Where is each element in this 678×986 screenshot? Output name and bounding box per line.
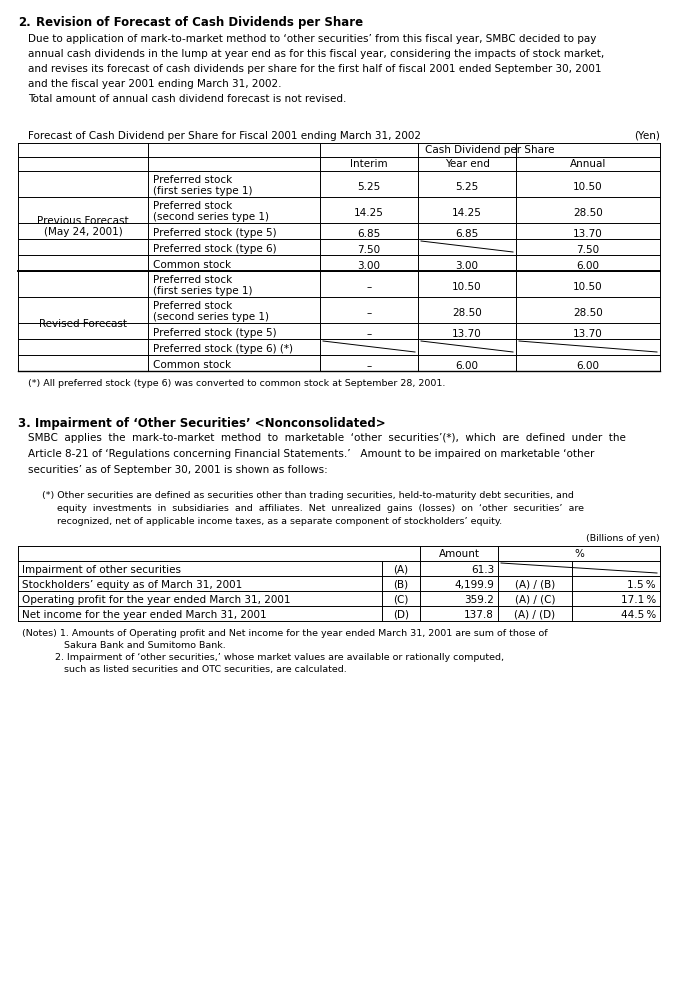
Text: 7.50: 7.50 — [576, 245, 599, 254]
Text: Total amount of annual cash dividend forecast is not revised.: Total amount of annual cash dividend for… — [28, 94, 346, 104]
Text: 2. Impairment of ‘other securities,’ whose market values are available or ration: 2. Impairment of ‘other securities,’ who… — [22, 653, 504, 662]
Text: 10.50: 10.50 — [573, 181, 603, 192]
Text: Forecast of Cash Dividend per Share for Fiscal 2001 ending March 31, 2002: Forecast of Cash Dividend per Share for … — [28, 131, 421, 141]
Text: (A) / (C): (A) / (C) — [515, 595, 555, 604]
Text: 137.8: 137.8 — [464, 609, 494, 619]
Text: Preferred stock: Preferred stock — [153, 201, 233, 211]
Text: 2.: 2. — [18, 16, 31, 29]
Text: Preferred stock (type 5): Preferred stock (type 5) — [153, 327, 277, 337]
Text: 61.3: 61.3 — [471, 564, 494, 575]
Text: SMBC  applies  the  mark-to-market  method  to  marketable  ‘other  securities’(: SMBC applies the mark-to-market method t… — [28, 433, 626, 443]
Text: 3.00: 3.00 — [456, 260, 479, 271]
Text: Cash Dividend per Share: Cash Dividend per Share — [425, 145, 555, 155]
Text: Revision of Forecast of Cash Dividends per Share: Revision of Forecast of Cash Dividends p… — [36, 16, 363, 29]
Text: Preferred stock: Preferred stock — [153, 301, 233, 311]
Text: 28.50: 28.50 — [573, 208, 603, 218]
Text: 13.70: 13.70 — [452, 328, 482, 338]
Text: (first series type 1): (first series type 1) — [153, 185, 252, 196]
Text: Amount: Amount — [439, 548, 479, 558]
Text: (May 24, 2001): (May 24, 2001) — [43, 227, 122, 237]
Text: (A): (A) — [393, 564, 409, 575]
Text: (C): (C) — [393, 595, 409, 604]
Text: (A) / (D): (A) / (D) — [515, 609, 555, 619]
Text: 28.50: 28.50 — [573, 308, 603, 317]
Text: 5.25: 5.25 — [456, 181, 479, 192]
Text: Common stock: Common stock — [153, 259, 231, 270]
Text: Common stock: Common stock — [153, 360, 231, 370]
Text: Preferred stock (type 6) (*): Preferred stock (type 6) (*) — [153, 344, 293, 354]
Text: (B): (B) — [393, 580, 409, 590]
Text: Article 8-21 of ‘Regulations concerning Financial Statements.’   Amount to be im: Article 8-21 of ‘Regulations concerning … — [28, 449, 595, 458]
Text: Preferred stock: Preferred stock — [153, 175, 233, 184]
Text: 17.1 %: 17.1 % — [621, 595, 656, 604]
Text: Annual: Annual — [570, 159, 606, 169]
Text: 14.25: 14.25 — [452, 208, 482, 218]
Text: (Notes) 1. Amounts of Operating profit and Net income for the year ended March 3: (Notes) 1. Amounts of Operating profit a… — [22, 628, 548, 637]
Text: annual cash dividends in the lump at year end as for this fiscal year, consideri: annual cash dividends in the lump at yea… — [28, 49, 604, 59]
Text: (Billions of yen): (Billions of yen) — [586, 533, 660, 542]
Text: and revises its forecast of cash dividends per share for the first half of fisca: and revises its forecast of cash dividen… — [28, 64, 601, 74]
Text: (*) All preferred stock (type 6) was converted to common stock at September 28, : (*) All preferred stock (type 6) was con… — [28, 379, 445, 387]
Text: 6.00: 6.00 — [456, 361, 479, 371]
Text: 6.00: 6.00 — [576, 260, 599, 271]
Text: Impairment of other securities: Impairment of other securities — [22, 564, 181, 575]
Text: (first series type 1): (first series type 1) — [153, 286, 252, 296]
Text: 13.70: 13.70 — [573, 328, 603, 338]
Text: 4,199.9: 4,199.9 — [454, 580, 494, 590]
Text: and the fiscal year 2001 ending March 31, 2002.: and the fiscal year 2001 ending March 31… — [28, 79, 281, 89]
Text: Year end: Year end — [445, 159, 490, 169]
Text: Previous Forecast: Previous Forecast — [37, 216, 129, 226]
Text: –: – — [366, 328, 372, 338]
Text: 6.85: 6.85 — [456, 229, 479, 239]
Text: 10.50: 10.50 — [452, 282, 482, 292]
Text: Stockholders’ equity as of March 31, 2001: Stockholders’ equity as of March 31, 200… — [22, 580, 242, 590]
Text: 14.25: 14.25 — [354, 208, 384, 218]
Text: 6.00: 6.00 — [576, 361, 599, 371]
Text: –: – — [366, 361, 372, 371]
Text: (second series type 1): (second series type 1) — [153, 312, 269, 321]
Text: 7.50: 7.50 — [357, 245, 380, 254]
Text: Preferred stock: Preferred stock — [153, 275, 233, 285]
Text: 3. Impairment of ‘Other Securities’ <Nonconsolidated>: 3. Impairment of ‘Other Securities’ <Non… — [18, 416, 386, 430]
Text: Revised Forecast: Revised Forecast — [39, 318, 127, 328]
Text: such as listed securities and OTC securities, are calculated.: such as listed securities and OTC securi… — [22, 665, 346, 673]
Text: Preferred stock (type 5): Preferred stock (type 5) — [153, 228, 277, 238]
Text: Operating profit for the year ended March 31, 2001: Operating profit for the year ended Marc… — [22, 595, 290, 604]
Text: 44.5 %: 44.5 % — [621, 609, 656, 619]
Text: (A) / (B): (A) / (B) — [515, 580, 555, 590]
Text: 6.85: 6.85 — [357, 229, 380, 239]
Text: Preferred stock (type 6): Preferred stock (type 6) — [153, 244, 277, 253]
Text: Due to application of mark-to-market method to ‘other securities’ from this fisc: Due to application of mark-to-market met… — [28, 34, 597, 44]
Text: Interim: Interim — [351, 159, 388, 169]
Text: Sakura Bank and Sumitomo Bank.: Sakura Bank and Sumitomo Bank. — [22, 640, 226, 650]
Text: Net income for the year ended March 31, 2001: Net income for the year ended March 31, … — [22, 609, 266, 619]
Text: 359.2: 359.2 — [464, 595, 494, 604]
Text: 3.00: 3.00 — [357, 260, 380, 271]
Text: 1.5 %: 1.5 % — [627, 580, 656, 590]
Text: (second series type 1): (second series type 1) — [153, 212, 269, 222]
Text: (*) Other securities are defined as securities other than trading securities, he: (*) Other securities are defined as secu… — [42, 490, 574, 500]
Text: (D): (D) — [393, 609, 409, 619]
Text: –: – — [366, 308, 372, 317]
Text: equity  investments  in  subsidiaries  and  affiliates.  Net  unrealized  gains : equity investments in subsidiaries and a… — [42, 504, 584, 513]
Text: 13.70: 13.70 — [573, 229, 603, 239]
Text: 5.25: 5.25 — [357, 181, 380, 192]
Text: 28.50: 28.50 — [452, 308, 482, 317]
Text: securities’ as of September 30, 2001 is shown as follows:: securities’ as of September 30, 2001 is … — [28, 464, 327, 474]
Text: –: – — [366, 282, 372, 292]
Text: (Yen): (Yen) — [634, 131, 660, 141]
Text: recognized, net of applicable income taxes, as a separate component of stockhold: recognized, net of applicable income tax… — [42, 517, 502, 526]
Text: %: % — [574, 548, 584, 558]
Text: 10.50: 10.50 — [573, 282, 603, 292]
